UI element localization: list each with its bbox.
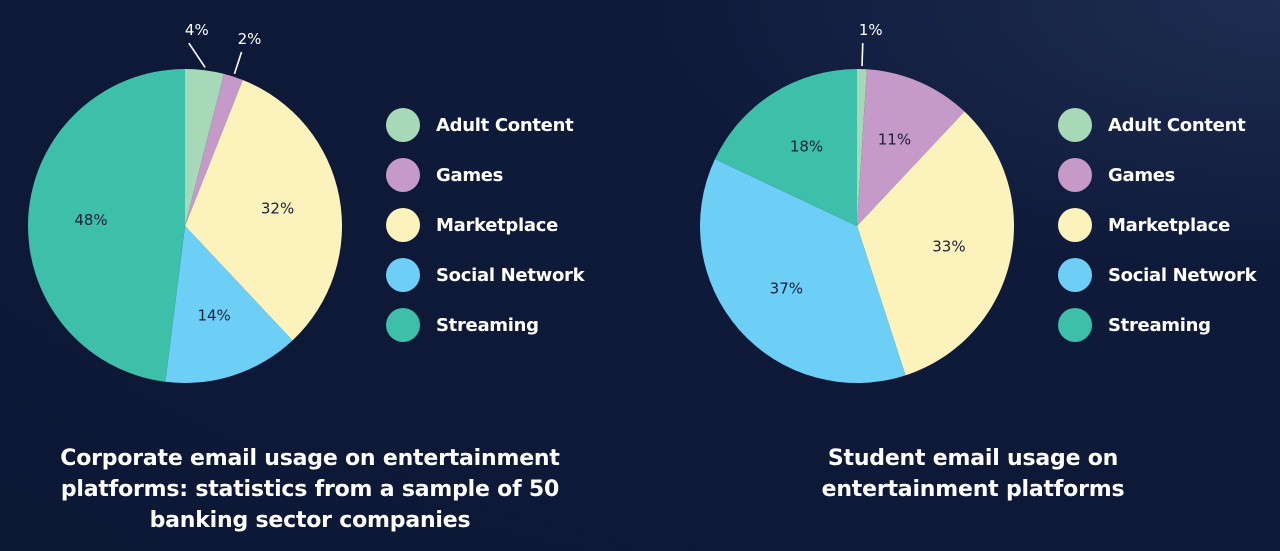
pie-slice-adult-content (857, 69, 867, 226)
legend-item-adult-content: Adult Content (386, 100, 584, 150)
legend-swatch (1058, 258, 1092, 292)
data-label-games: 11% (878, 131, 911, 149)
data-label-adult-content: 1% (859, 21, 883, 39)
pie-slice-adult-content (185, 69, 225, 226)
student-legend: Adult Content Games Marketplace Social Netw… (1058, 100, 1257, 350)
legend-label: Games (1108, 164, 1176, 186)
legend-swatch (386, 158, 420, 192)
legend-swatch (386, 208, 420, 242)
legend-swatch (386, 308, 420, 342)
legend-swatch (1058, 308, 1092, 342)
data-label-streaming: 48% (74, 211, 107, 229)
legend-swatch (386, 258, 420, 292)
legend-item-streaming: Streaming (386, 300, 584, 350)
student-chart-panel: 11% 33% 37% 18% 1% Adult Content Games Marketp… (640, 0, 1280, 551)
corporate-chart-panel: 32% 14% 48% 4% 2% Adult Content Games Marketpl… (20, 21, 600, 536)
caption-line: banking sector companies (149, 508, 471, 533)
data-label-games: 2% (238, 30, 262, 48)
pie-slice-social-network (165, 226, 293, 384)
legend-swatch (386, 108, 420, 142)
legend-item-marketplace: Marketplace (1058, 200, 1256, 250)
legend-item-social-network: Social Network (386, 250, 585, 300)
legend-label: Streaming (436, 314, 539, 336)
pie-slice-marketplace (185, 80, 343, 341)
pie-slice-games (185, 73, 243, 227)
legend-label: Social Network (436, 264, 585, 286)
legend-item-games: Games (1058, 150, 1256, 200)
data-label-adult-content: 4% (185, 21, 209, 39)
legend-label: Adult Content (436, 114, 574, 136)
legend-label: Social Network (1108, 264, 1257, 286)
caption-line: platforms: statistics from a sample of 5… (60, 477, 560, 502)
legend-label: Marketplace (436, 214, 559, 236)
corporate-pie-chart: 32% 14% 48% 4% 2% (27, 21, 343, 384)
legend-label: Marketplace (1108, 214, 1231, 236)
legend-swatch (1058, 158, 1092, 192)
data-label-marketplace: 32% (261, 199, 294, 217)
pie-slice-streaming (27, 69, 185, 382)
data-label-social-network: 14% (197, 307, 230, 325)
leader-line-adult-content (188, 42, 206, 68)
legend-label: Games (436, 164, 504, 186)
data-label-marketplace: 33% (932, 238, 965, 256)
legend-label: Streaming (1108, 314, 1211, 336)
data-label-social-network: 37% (770, 279, 803, 297)
legend-item-streaming: Streaming (1058, 300, 1256, 350)
legend-swatch (1058, 208, 1092, 242)
legend-item-games: Games (386, 150, 584, 200)
pie-slice-social-network (700, 159, 906, 383)
caption-line: entertainment platforms (821, 477, 1125, 502)
caption-line: Student email usage on (827, 446, 1119, 471)
pie-slice-marketplace (857, 111, 1014, 376)
legend-swatch (1058, 108, 1092, 142)
legend-label: Adult Content (1108, 114, 1246, 136)
data-label-streaming: 18% (790, 137, 823, 155)
pie-slice-games (857, 69, 965, 226)
legend-item-marketplace: Marketplace (386, 200, 584, 250)
pie-slice-streaming (714, 69, 857, 226)
corporate-chart-caption: Corporate email usage on entertainment p… (20, 443, 600, 536)
student-chart-caption: Student email usage on entertainment pla… (683, 443, 1263, 505)
leader-line-adult-content (861, 43, 864, 67)
legend-item-social-network: Social Network (1058, 250, 1257, 300)
caption-line: Corporate email usage on entertainment (60, 446, 560, 471)
leader-line-games (233, 51, 243, 75)
corporate-legend: Adult Content Games Marketplace Social Netw… (386, 100, 585, 350)
legend-item-adult-content: Adult Content (1058, 100, 1256, 150)
student-pie-chart: 11% 33% 37% 18% 1% (700, 21, 1014, 383)
